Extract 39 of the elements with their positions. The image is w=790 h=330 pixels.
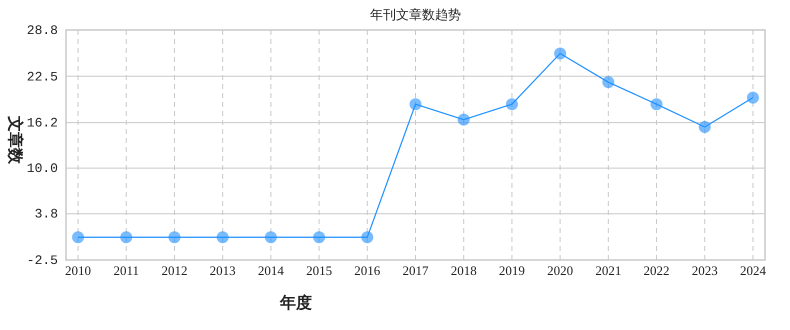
point bbox=[120, 231, 132, 244]
point bbox=[506, 98, 518, 110]
point bbox=[554, 48, 566, 60]
x-tick-label: 2020 bbox=[547, 263, 574, 278]
y-tick-label: 3.8 bbox=[34, 206, 58, 222]
x-tick-label: 2013 bbox=[210, 263, 236, 278]
x-tick-label: 2011 bbox=[113, 263, 140, 278]
x-axis-title: 年度 bbox=[279, 293, 312, 312]
x-tick-label: 2018 bbox=[450, 263, 477, 278]
x-tick-label: 2022 bbox=[644, 263, 670, 278]
x-tick-label: 2016 bbox=[354, 263, 381, 278]
point bbox=[168, 231, 180, 244]
x-tick-label: 2019 bbox=[498, 263, 525, 278]
point bbox=[698, 120, 711, 133]
chart-title: 年刊文章数趋势 bbox=[370, 7, 461, 22]
x-tick-label: 2010 bbox=[65, 263, 92, 278]
point bbox=[72, 231, 84, 244]
y-tick-label: 22.5 bbox=[26, 69, 58, 84]
x-tick-label: 2021 bbox=[595, 263, 622, 278]
y-tick-label: 28.8 bbox=[26, 23, 58, 38]
x-tick-label: 2015 bbox=[306, 263, 332, 278]
x-tick-label: 2012 bbox=[161, 263, 188, 278]
point bbox=[216, 231, 229, 244]
point bbox=[410, 98, 422, 110]
y-tick-label: 10.0 bbox=[26, 161, 58, 176]
point bbox=[602, 76, 614, 88]
x-tick-label: 2023 bbox=[692, 263, 718, 278]
point bbox=[746, 92, 759, 104]
x-tick-label: 2014 bbox=[258, 263, 284, 278]
point bbox=[458, 114, 470, 126]
y-tick-label: -2.5 bbox=[26, 253, 58, 268]
point bbox=[650, 98, 663, 110]
point bbox=[264, 231, 277, 244]
x-tick-label: 2024 bbox=[740, 263, 766, 278]
y-axis-title: 文章数 bbox=[6, 115, 24, 165]
x-tick-label: 2017 bbox=[402, 263, 429, 278]
point bbox=[313, 231, 326, 244]
point bbox=[361, 231, 374, 244]
y-tick-label: 16.2 bbox=[26, 116, 58, 131]
